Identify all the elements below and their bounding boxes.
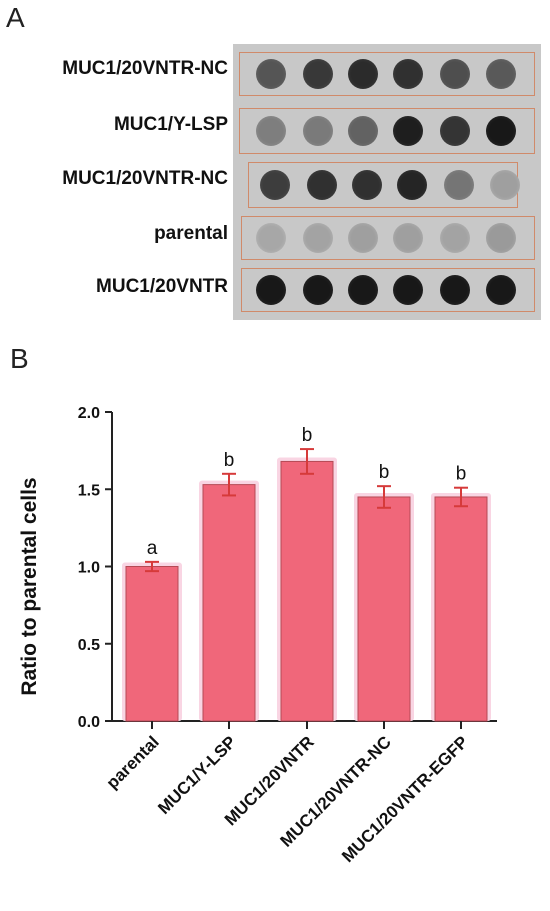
blot-dot [486, 59, 516, 89]
blot-dot [348, 275, 378, 305]
blot-dot [256, 275, 286, 305]
blot-dot [256, 116, 286, 146]
blot-dot [352, 170, 382, 200]
blot-dot [393, 59, 423, 89]
significance-label: b [224, 450, 235, 471]
significance-label: a [147, 538, 158, 559]
y-tick-label: 0.5 [78, 637, 100, 654]
y-tick-label: 1.5 [78, 482, 100, 499]
bar [434, 496, 488, 722]
blot-dot [393, 223, 423, 253]
blot-row-label: parental [154, 223, 228, 244]
blot-dot [307, 170, 337, 200]
panel-label-b: B [10, 343, 29, 374]
blot-row-box [239, 52, 535, 96]
blot-dot [260, 170, 290, 200]
bar [202, 484, 256, 722]
blot-row-box [241, 268, 535, 312]
blot-dot [348, 223, 378, 253]
panel-label-a: A [6, 2, 25, 33]
bar-chart: 0.0 0.5 1.0 1.5 2.0 Ratio to parental cells a p… [18, 405, 497, 866]
significance-label: b [456, 464, 467, 485]
blot-dot [303, 223, 333, 253]
blot-dot [303, 116, 333, 146]
x-tick-label: MUC1/20VNTR-EGFP [338, 732, 472, 866]
blot-dot [256, 223, 286, 253]
x-tick-label: MUC1/Y-LSP [154, 732, 240, 818]
blot-dot [486, 275, 516, 305]
blot-dot [490, 170, 520, 200]
blot-dot [397, 170, 427, 200]
significance-label: b [379, 462, 390, 483]
x-tick-label: parental [103, 732, 163, 792]
blot-dot [348, 116, 378, 146]
blot-dot [440, 223, 470, 253]
y-axis-label: Ratio to parental cells [18, 477, 41, 695]
blot-dot [486, 223, 516, 253]
blot-dot [393, 116, 423, 146]
blot-dot [348, 59, 378, 89]
blot-dot [303, 275, 333, 305]
y-tick-label: 2.0 [78, 405, 100, 422]
blot-dot [256, 59, 286, 89]
bar [125, 566, 179, 722]
blot-row-label: MUC1/20VNTR-NC [62, 168, 228, 189]
dot-blot-image [233, 44, 541, 320]
y-tick-label: 0.0 [78, 714, 100, 731]
blot-row-label: MUC1/Y-LSP [113, 114, 228, 135]
blot-row-label: MUC1/20VNTR [96, 276, 228, 297]
bar [357, 496, 411, 722]
blot-dot [440, 59, 470, 89]
blot-dot [440, 116, 470, 146]
blot-dot [486, 116, 516, 146]
blot-dot [444, 170, 474, 200]
blot-row-box [241, 216, 535, 260]
blot-dot [440, 275, 470, 305]
bar [280, 460, 334, 722]
blot-row-label: MUC1/20VNTR-NC [62, 58, 228, 79]
blot-dot [393, 275, 423, 305]
blot-row-box [239, 108, 535, 154]
y-tick-label: 1.0 [78, 560, 100, 577]
significance-label: b [302, 425, 313, 446]
blot-dot [303, 59, 333, 89]
